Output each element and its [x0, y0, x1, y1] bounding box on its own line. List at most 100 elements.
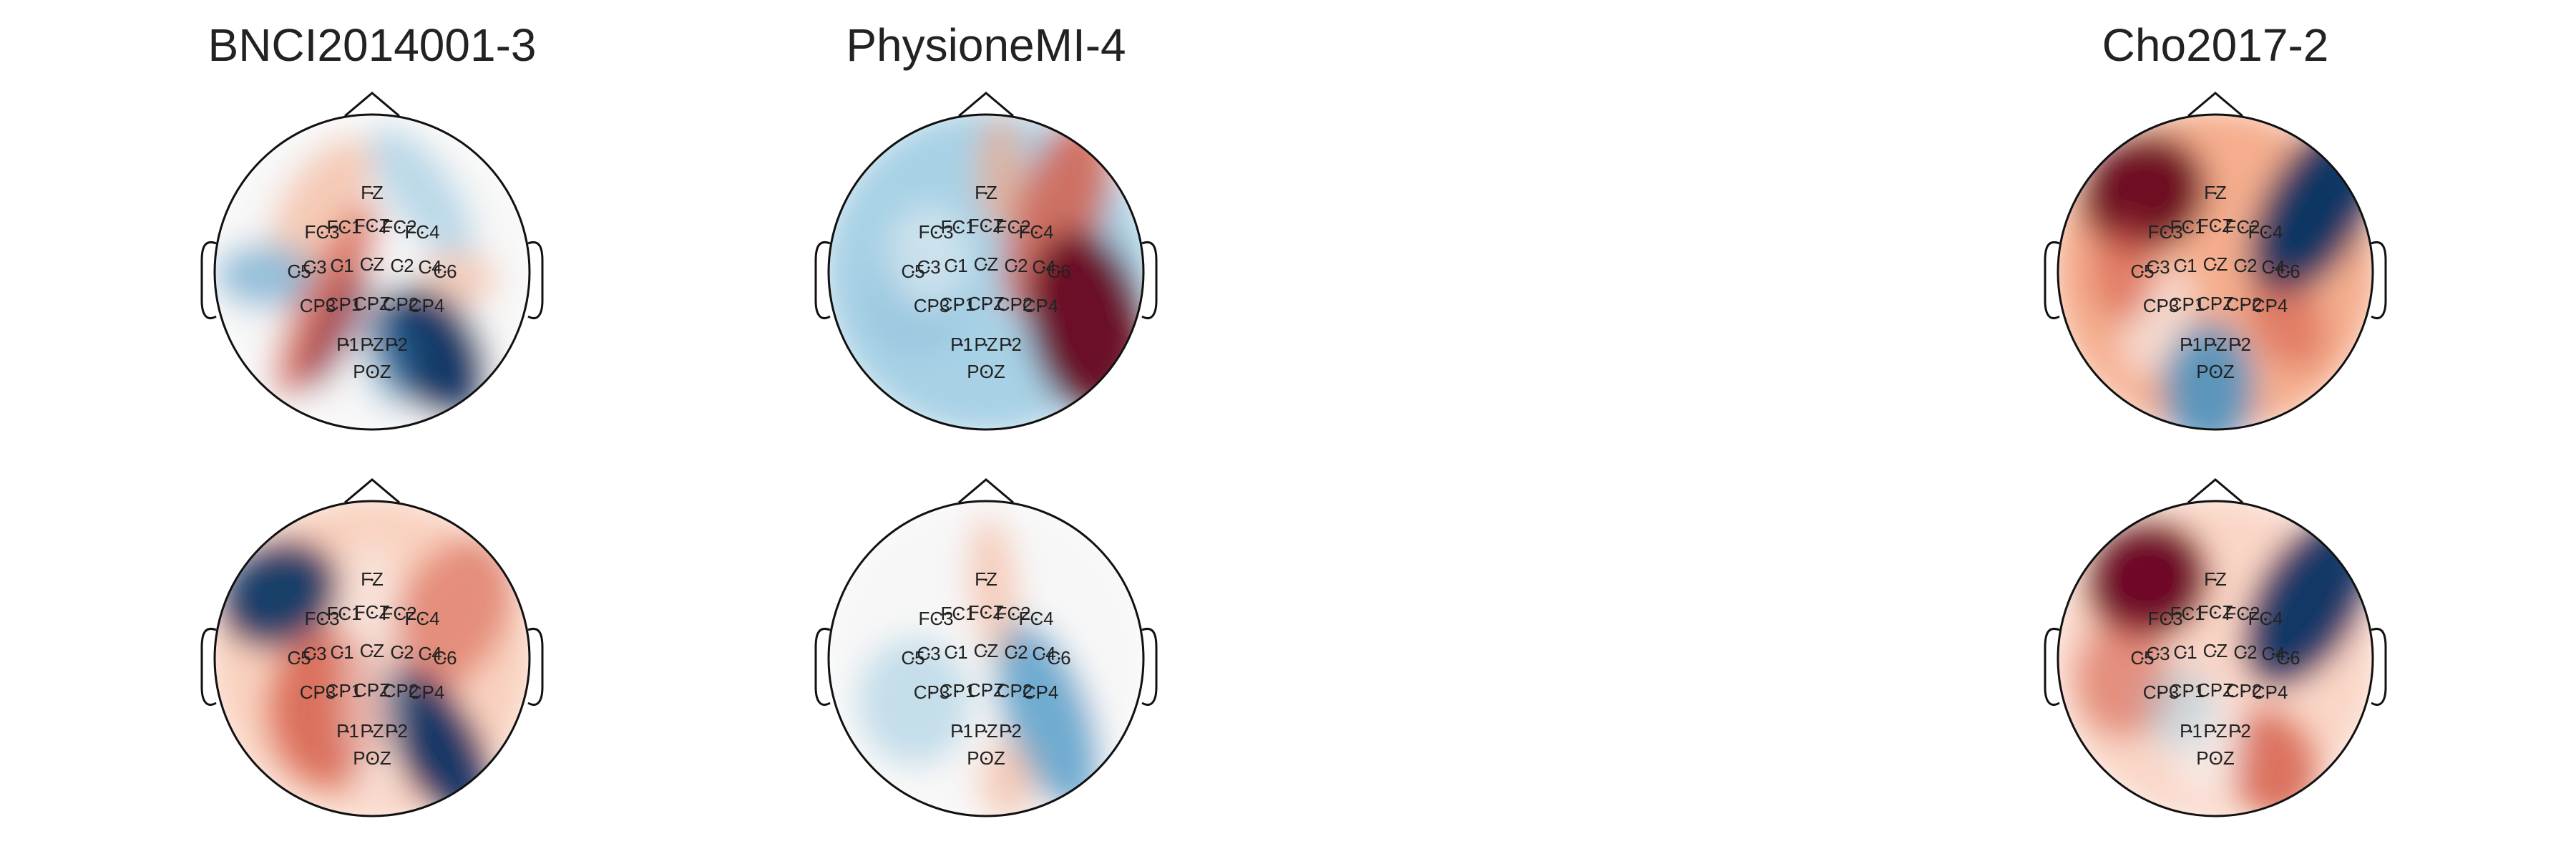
electrode-label-p1: P1 [950, 720, 973, 742]
electrode-dot [298, 657, 301, 660]
right-ear [1141, 241, 1158, 319]
electrode-label-fc3: FC3 [304, 221, 339, 243]
electrode-label-fcz: FCZ [354, 215, 391, 236]
electrode-dot [985, 303, 987, 306]
electrode-label-fcz: FCZ [354, 601, 391, 623]
electrode-dot [2141, 657, 2144, 660]
electrode-dot [956, 690, 959, 693]
electrode-label-p2: P2 [2228, 720, 2251, 742]
electrode-dot [316, 305, 319, 308]
electrode-dot [957, 226, 960, 229]
electrode-label-fz: FZ [2204, 182, 2227, 203]
electrode-label-c4: C4 [1032, 643, 1055, 664]
electrode-dot [2287, 657, 2290, 660]
electrode-dot [1058, 271, 1060, 273]
column-title-cho2017-2: Cho2017-2 [2102, 19, 2329, 71]
electrode-label-cp1: CP1 [2169, 293, 2205, 315]
electrode-label-c6: C6 [1047, 647, 1070, 669]
head-outline [213, 113, 531, 431]
electrode-label-fc2: FC2 [995, 216, 1030, 238]
electrode-label-p2: P2 [385, 334, 408, 355]
electrode-label-cpz: CPZ [967, 293, 1005, 314]
electrode-label-c1: C1 [330, 255, 353, 276]
electrode-label-fc3: FC3 [918, 221, 953, 243]
scalp-field [2058, 115, 2373, 430]
electrode-dot [346, 730, 349, 733]
electrode-dot [1039, 691, 1042, 694]
electrode-dot [1009, 344, 1012, 346]
electrode-label-c1: C1 [2173, 255, 2197, 276]
electrode-label-c5: C5 [287, 261, 311, 282]
electrode-dot [2287, 271, 2290, 273]
electrode-label-c4: C4 [1032, 256, 1055, 278]
electrode-label-c5: C5 [901, 647, 924, 669]
electrode-label-c3: C3 [2146, 643, 2170, 664]
electrode-dot [955, 651, 957, 654]
electrode-label-fc4: FC4 [2248, 608, 2283, 629]
electrode-label-c2: C2 [2233, 641, 2257, 663]
electrode-label-cp4: CP4 [409, 681, 445, 703]
left-ear [2044, 241, 2060, 319]
electrode-dot [2241, 226, 2244, 229]
electrode-dot [444, 657, 447, 660]
electrode-label-fc1: FC1 [2170, 216, 2205, 238]
electrode-dot [341, 651, 343, 654]
electrode-dot [421, 618, 424, 621]
electrode-dot [313, 653, 316, 656]
electrode-dot [985, 371, 987, 374]
electrode-label-c4: C4 [2261, 256, 2285, 278]
electrode-label-fz: FZ [361, 568, 384, 590]
electrode-label-fc1: FC1 [940, 216, 975, 238]
topomap-physionemi-4-row2: FZ FC3 FC1 FCZ FC2 FC4 C5 C3 C1 CZ C2 C4 C6 CP3 CP1 CPZ… [786, 472, 1186, 845]
electrode-label-fc4: FC4 [404, 221, 439, 243]
electrode-label-fz: FZ [975, 568, 997, 590]
electrode-label-cp2: CP2 [997, 293, 1033, 315]
right-ear [2371, 241, 2387, 319]
electrode-dot [395, 344, 398, 346]
electrode-dot [2190, 730, 2192, 733]
electrode-label-fc1: FC1 [940, 603, 975, 624]
electrode-label-cz: CZ [2203, 253, 2228, 275]
electrode-dot [960, 344, 963, 346]
electrode-dot [2268, 305, 2271, 308]
electrode-label-poz: POZ [967, 747, 1005, 769]
electrode-dot [321, 618, 323, 621]
electrode-label-fc3: FC3 [2147, 221, 2182, 243]
electrode-label-cp4: CP4 [2252, 681, 2288, 703]
electrode-label-p1: P1 [950, 334, 973, 355]
electrode-label-c6: C6 [1047, 261, 1070, 282]
electrode-label-fz: FZ [975, 182, 997, 203]
left-ear [814, 241, 831, 319]
electrode-label-p2: P2 [2228, 334, 2251, 355]
electrode-dot [927, 266, 930, 269]
electrode-dot [985, 730, 987, 733]
head-outline [2057, 500, 2374, 817]
electrode-dot [2184, 265, 2187, 268]
electrode-dot [399, 304, 402, 306]
electrode-label-pz: PZ [2203, 720, 2227, 742]
electrode-dot [429, 266, 431, 269]
electrode-dot [2264, 231, 2267, 234]
electrode-dot [1058, 657, 1060, 660]
electrode-dot [2241, 613, 2244, 616]
left-ear [200, 241, 217, 319]
electrode-dot [2214, 650, 2217, 653]
column-title-bnci2014001-3: BNCI2014001-3 [208, 19, 537, 71]
electrode-label-c5: C5 [2130, 261, 2154, 282]
electrode-dot [2185, 304, 2188, 306]
electrode-dot [2214, 371, 2217, 374]
electrode-dot [1009, 730, 1012, 733]
electrode-dot [1039, 305, 1042, 308]
electrode-dot [1035, 231, 1038, 234]
nose-marker [344, 478, 400, 504]
electrode-label-p1: P1 [336, 334, 359, 355]
electrode-dot [1013, 304, 1016, 306]
head-outline [827, 113, 1145, 431]
electrode-label-c1: C1 [330, 641, 353, 663]
electrode-dot [1043, 653, 1045, 656]
right-ear [1141, 628, 1158, 706]
electrode-dot [371, 757, 374, 760]
electrode-dot [2164, 231, 2167, 234]
electrode-label-cp1: CP1 [2169, 680, 2205, 702]
electrode-dot [955, 265, 957, 268]
